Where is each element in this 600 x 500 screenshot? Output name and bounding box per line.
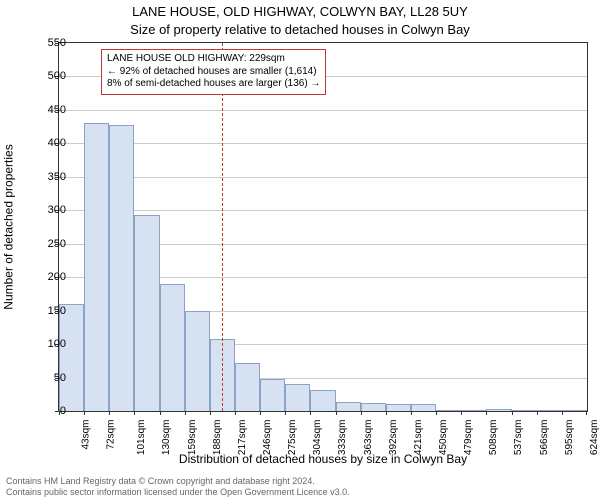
histogram-bar: [285, 384, 310, 411]
x-tick-mark: [436, 411, 437, 415]
x-tick-mark: [310, 411, 311, 415]
x-tick-mark: [260, 411, 261, 415]
y-tick-label: 0: [26, 405, 66, 417]
x-tick-label: 421sqm: [413, 420, 424, 456]
x-tick-label: 595sqm: [564, 420, 575, 456]
x-tick-label: 188sqm: [212, 420, 223, 456]
y-tick-label: 400: [26, 137, 66, 149]
x-tick-label: 246sqm: [262, 420, 273, 456]
y-tick-label: 300: [26, 204, 66, 216]
histogram-bar: [59, 304, 84, 411]
x-tick-mark: [411, 411, 412, 415]
footer-line-2: Contains public sector information licen…: [6, 487, 350, 498]
x-tick-label: 363sqm: [363, 420, 374, 456]
x-tick-label: 333sqm: [338, 420, 349, 456]
x-tick-mark: [586, 411, 587, 415]
gridline: [59, 177, 587, 178]
x-tick-label: 72sqm: [106, 420, 117, 450]
x-tick-label: 159sqm: [187, 420, 198, 456]
x-tick-label: 479sqm: [463, 420, 474, 456]
x-tick-label: 43sqm: [81, 420, 92, 450]
histogram-bar: [411, 404, 436, 411]
y-tick-label: 450: [26, 104, 66, 116]
histogram-bar: [436, 410, 461, 411]
y-tick-label: 200: [26, 271, 66, 283]
histogram-bar: [562, 410, 587, 411]
x-tick-label: 217sqm: [237, 420, 248, 456]
histogram-bar: [160, 284, 185, 411]
x-tick-mark: [537, 411, 538, 415]
y-tick-label: 100: [26, 338, 66, 350]
x-tick-mark: [386, 411, 387, 415]
histogram-bar: [486, 409, 511, 411]
histogram-bar: [109, 125, 134, 411]
gridline: [59, 210, 587, 211]
x-tick-mark: [109, 411, 110, 415]
y-tick-label: 50: [26, 372, 66, 384]
histogram-bar: [336, 402, 361, 411]
histogram-bar: [537, 410, 562, 411]
x-tick-mark: [210, 411, 211, 415]
x-tick-label: 101sqm: [136, 420, 147, 456]
x-tick-mark: [285, 411, 286, 415]
y-tick-label: 350: [26, 171, 66, 183]
x-tick-label: 566sqm: [539, 420, 550, 456]
x-tick-mark: [486, 411, 487, 415]
gridline: [59, 143, 587, 144]
title-line-2: Size of property relative to detached ho…: [0, 22, 600, 37]
footer-attribution: Contains HM Land Registry data © Crown c…: [6, 476, 350, 498]
title-line-1: LANE HOUSE, OLD HIGHWAY, COLWYN BAY, LL2…: [0, 4, 600, 19]
x-tick-label: 275sqm: [287, 420, 298, 456]
histogram-bar: [512, 410, 537, 411]
x-tick-label: 508sqm: [488, 420, 499, 456]
x-tick-mark: [361, 411, 362, 415]
x-tick-label: 130sqm: [162, 420, 173, 456]
x-tick-mark: [336, 411, 337, 415]
histogram-bar: [461, 410, 486, 411]
y-tick-label: 500: [26, 70, 66, 82]
x-tick-label: 537sqm: [514, 420, 525, 456]
plot-area: LANE HOUSE OLD HIGHWAY: 229sqm← 92% of d…: [58, 42, 588, 412]
x-tick-mark: [160, 411, 161, 415]
histogram-bar: [310, 390, 335, 411]
histogram-bar: [361, 403, 386, 411]
x-tick-mark: [84, 411, 85, 415]
x-tick-mark: [185, 411, 186, 415]
y-tick-label: 550: [26, 37, 66, 49]
x-tick-mark: [461, 411, 462, 415]
annotation-line-1: LANE HOUSE OLD HIGHWAY: 229sqm: [107, 53, 320, 66]
histogram-bar: [235, 363, 260, 411]
x-tick-label: 624sqm: [589, 420, 600, 456]
x-tick-mark: [512, 411, 513, 415]
y-tick-label: 150: [26, 305, 66, 317]
chart-container: LANE HOUSE, OLD HIGHWAY, COLWYN BAY, LL2…: [0, 0, 600, 500]
histogram-bar: [185, 311, 210, 411]
x-tick-mark: [562, 411, 563, 415]
y-tick-label: 250: [26, 238, 66, 250]
histogram-bar: [84, 123, 109, 411]
gridline: [59, 110, 587, 111]
histogram-bar: [386, 404, 411, 411]
histogram-bar: [260, 379, 285, 411]
histogram-bar: [134, 215, 159, 411]
annotation-line-3: 8% of semi-detached houses are larger (1…: [107, 78, 320, 91]
annotation-line-2: ← 92% of detached houses are smaller (1,…: [107, 66, 320, 79]
footer-line-1: Contains HM Land Registry data © Crown c…: [6, 476, 350, 487]
x-tick-mark: [235, 411, 236, 415]
x-tick-mark: [134, 411, 135, 415]
marker-line: [222, 43, 223, 411]
x-tick-label: 392sqm: [388, 420, 399, 456]
y-axis-label: Number of detached properties: [2, 42, 16, 412]
x-tick-label: 450sqm: [438, 420, 449, 456]
annotation-box: LANE HOUSE OLD HIGHWAY: 229sqm← 92% of d…: [101, 49, 326, 95]
x-tick-label: 304sqm: [312, 420, 323, 456]
